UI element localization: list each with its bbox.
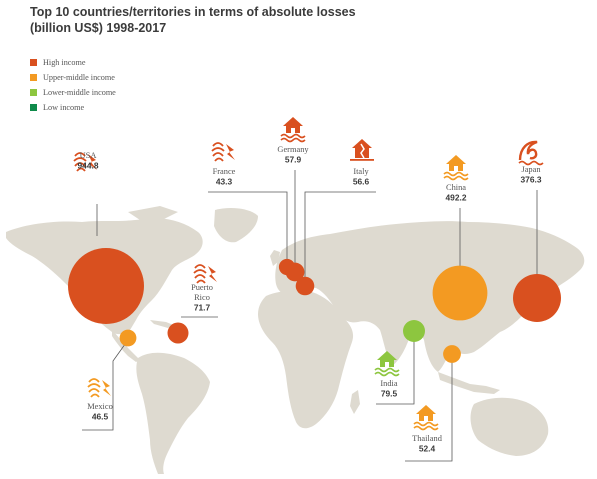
legend-swatch-high-income <box>30 59 37 66</box>
loss-value-thailand: 52.4 <box>419 444 436 454</box>
bubble-mexico <box>119 329 137 347</box>
chart-title: Top 10 countries/territories in terms of… <box>30 5 356 36</box>
label-puerto-rico: Puerto Rico 71.7 <box>191 283 213 313</box>
disaster-icons <box>73 117 544 431</box>
legend-item-lower-middle-income: Lower-middle income <box>30 85 116 100</box>
country-name-india: India <box>380 379 397 388</box>
bubble-germany <box>285 262 305 282</box>
loss-value-japan: 376.3 <box>521 175 542 185</box>
country-name-puerto-rico: Rico <box>194 293 210 302</box>
landmass-caribbean <box>150 320 176 328</box>
country-name-france: France <box>213 167 236 176</box>
loss-value-india: 79.5 <box>381 389 398 399</box>
leader-line-france <box>208 191 288 265</box>
loss-value-puerto-rico: 71.7 <box>194 303 211 313</box>
country-name-puerto-rico: Puerto <box>191 283 213 292</box>
legend-swatch-upper-middle-income <box>30 74 37 81</box>
bubble-india <box>403 320 425 342</box>
country-name-thailand: Thailand <box>412 434 443 443</box>
legend-label-high-income: High income <box>43 58 86 67</box>
landmass-madagascar <box>350 390 360 414</box>
flood-icon <box>280 117 306 143</box>
legend-swatch-low-income <box>30 104 37 111</box>
landmass-europe-asia <box>275 221 585 372</box>
landmass-greenland <box>214 208 258 243</box>
tsunami-icon <box>518 140 544 166</box>
legend-item-low-income: Low income <box>30 100 116 115</box>
label-germany: Germany 57.9 <box>277 145 309 165</box>
loss-value-france: 43.3 <box>216 177 233 187</box>
label-thailand: Thailand 52.4 <box>412 434 443 454</box>
legend-item-upper-middle-income: Upper-middle income <box>30 70 116 85</box>
label-japan: Japan 376.3 <box>521 165 542 185</box>
storm-icon <box>211 142 235 162</box>
bubble-puerto-rico <box>167 322 189 344</box>
bubble-italy <box>295 276 315 296</box>
bubble-usa <box>68 248 144 324</box>
legend-label-upper-middle-income: Upper-middle income <box>43 73 115 82</box>
bubbles <box>68 248 561 363</box>
legend: High income Upper-middle income Lower-mi… <box>30 55 116 115</box>
loss-value-china: 492.2 <box>446 193 467 203</box>
landmass-australia <box>470 397 549 456</box>
loss-value-mexico: 46.5 <box>92 412 109 422</box>
legend-label-low-income: Low income <box>43 103 85 112</box>
landmass-south-america <box>136 352 210 474</box>
landmass-arctic-islands <box>128 206 178 220</box>
country-name-japan: Japan <box>521 165 541 174</box>
earthquake-icon <box>350 139 374 161</box>
country-name-usa: USA <box>80 151 97 160</box>
legend-label-lower-middle-income: Lower-middle income <box>43 88 116 97</box>
legend-item-high-income: High income <box>30 55 116 70</box>
flood-icon <box>443 155 469 181</box>
leader-line-thailand <box>405 358 453 462</box>
storm-icon <box>73 152 97 172</box>
country-name-italy: Italy <box>353 167 369 176</box>
leader-line-italy <box>304 191 376 283</box>
label-mexico: Mexico 46.5 <box>87 402 113 422</box>
label-china: China 492.2 <box>446 183 467 203</box>
leader-lines <box>82 170 538 462</box>
country-name-germany: Germany <box>277 145 309 154</box>
storm-icon <box>193 264 217 284</box>
country-name-china: China <box>446 183 466 192</box>
label-india: India 79.5 <box>380 379 397 399</box>
loss-value-usa: 944.8 <box>78 161 99 171</box>
bubble-thailand <box>443 345 461 363</box>
label-usa: USA 944.8 <box>78 151 99 171</box>
flood-icon <box>413 405 439 431</box>
chart-title-line-2: (billion US$) 1998-2017 <box>30 20 167 35</box>
legend-swatch-lower-middle-income <box>30 89 37 96</box>
landmass-indonesia <box>438 372 500 394</box>
flood-icon <box>374 351 400 377</box>
loss-value-italy: 56.6 <box>353 177 370 187</box>
leader-line-mexico <box>82 339 129 431</box>
loss-value-germany: 57.9 <box>285 155 302 165</box>
country-name-mexico: Mexico <box>87 402 113 411</box>
label-france: France 43.3 <box>213 167 236 187</box>
label-italy: Italy 56.6 <box>353 167 370 187</box>
leader-line-india <box>376 335 415 405</box>
country-labels: USA 944.8 Mexico 46.5 Puerto Rico 71.7 France 43… <box>78 145 542 454</box>
chart-title-line-1: Top 10 countries/territories in terms of… <box>30 5 356 19</box>
bubble-japan <box>513 274 561 322</box>
storm-icon <box>87 378 111 398</box>
landmass-africa <box>258 290 354 429</box>
bubble-china <box>432 265 488 321</box>
world-landmass <box>6 206 585 474</box>
